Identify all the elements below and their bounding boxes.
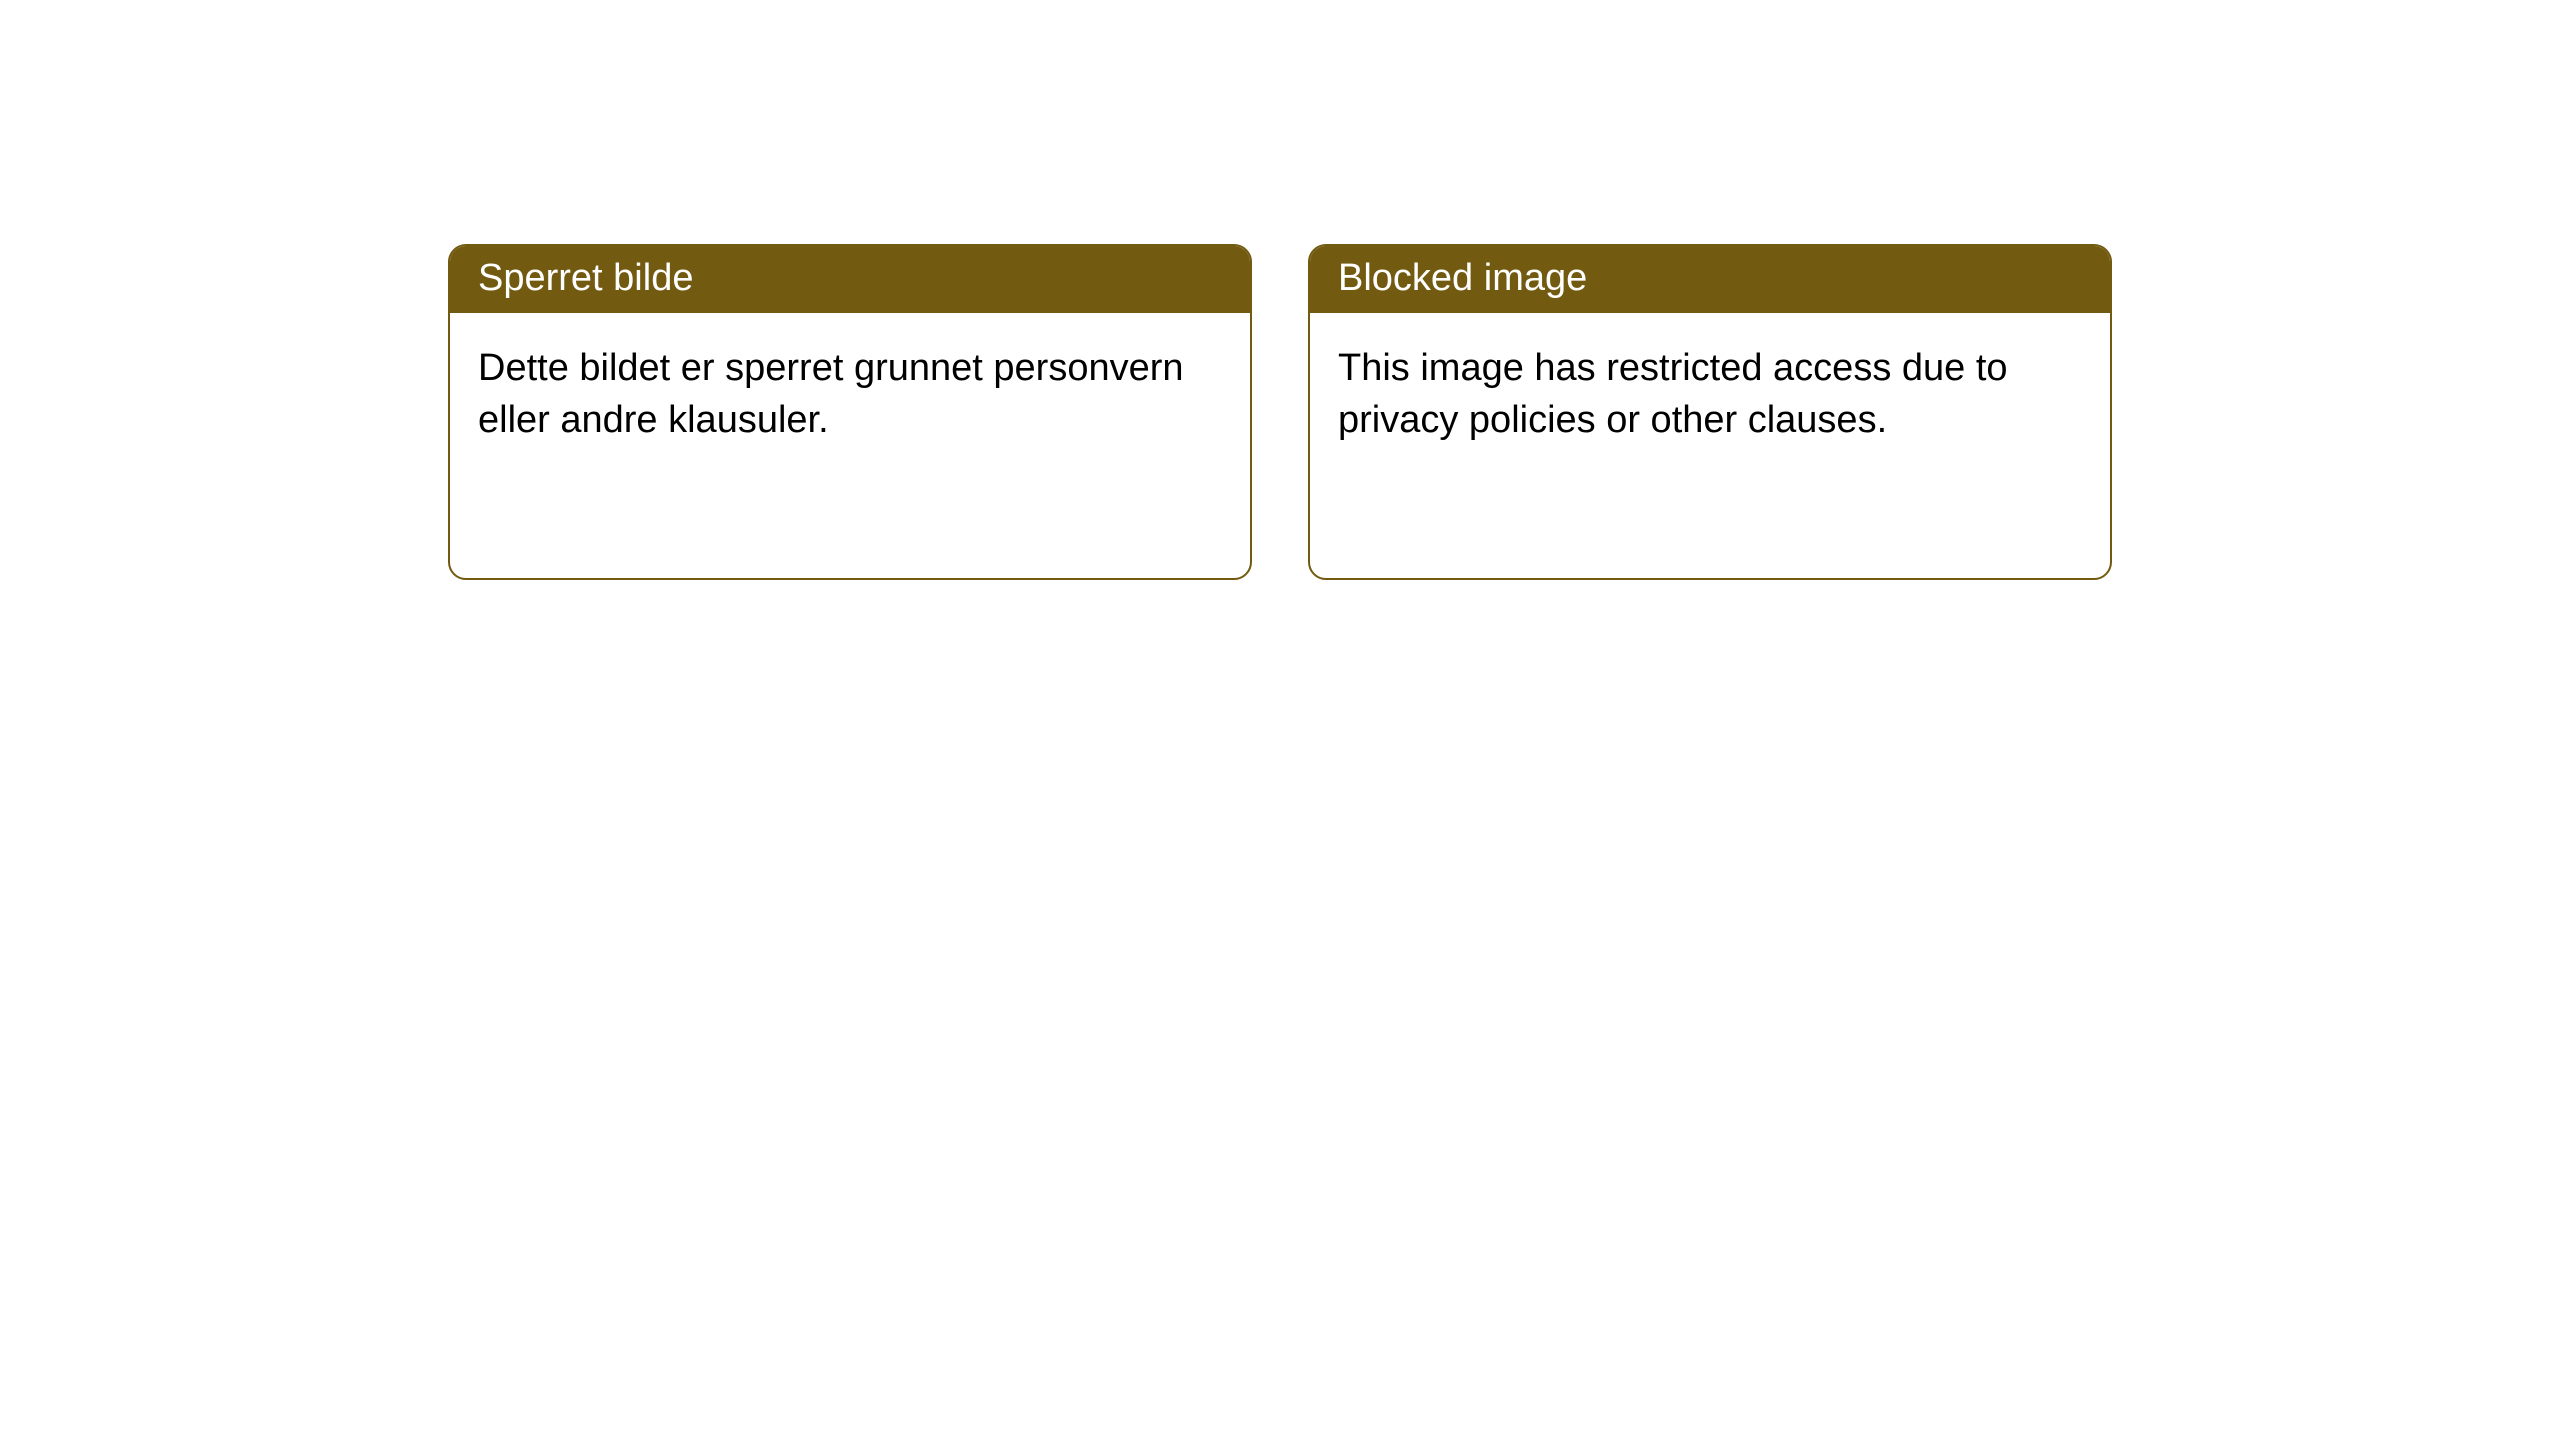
notice-title-nb: Sperret bilde: [450, 246, 1250, 313]
notice-card-en: Blocked image This image has restricted …: [1308, 244, 2112, 580]
notices-container: Sperret bilde Dette bildet er sperret gr…: [0, 0, 2560, 580]
notice-body-en: This image has restricted access due to …: [1310, 313, 2110, 476]
notice-body-nb: Dette bildet er sperret grunnet personve…: [450, 313, 1250, 476]
notice-card-nb: Sperret bilde Dette bildet er sperret gr…: [448, 244, 1252, 580]
notice-title-en: Blocked image: [1310, 246, 2110, 313]
